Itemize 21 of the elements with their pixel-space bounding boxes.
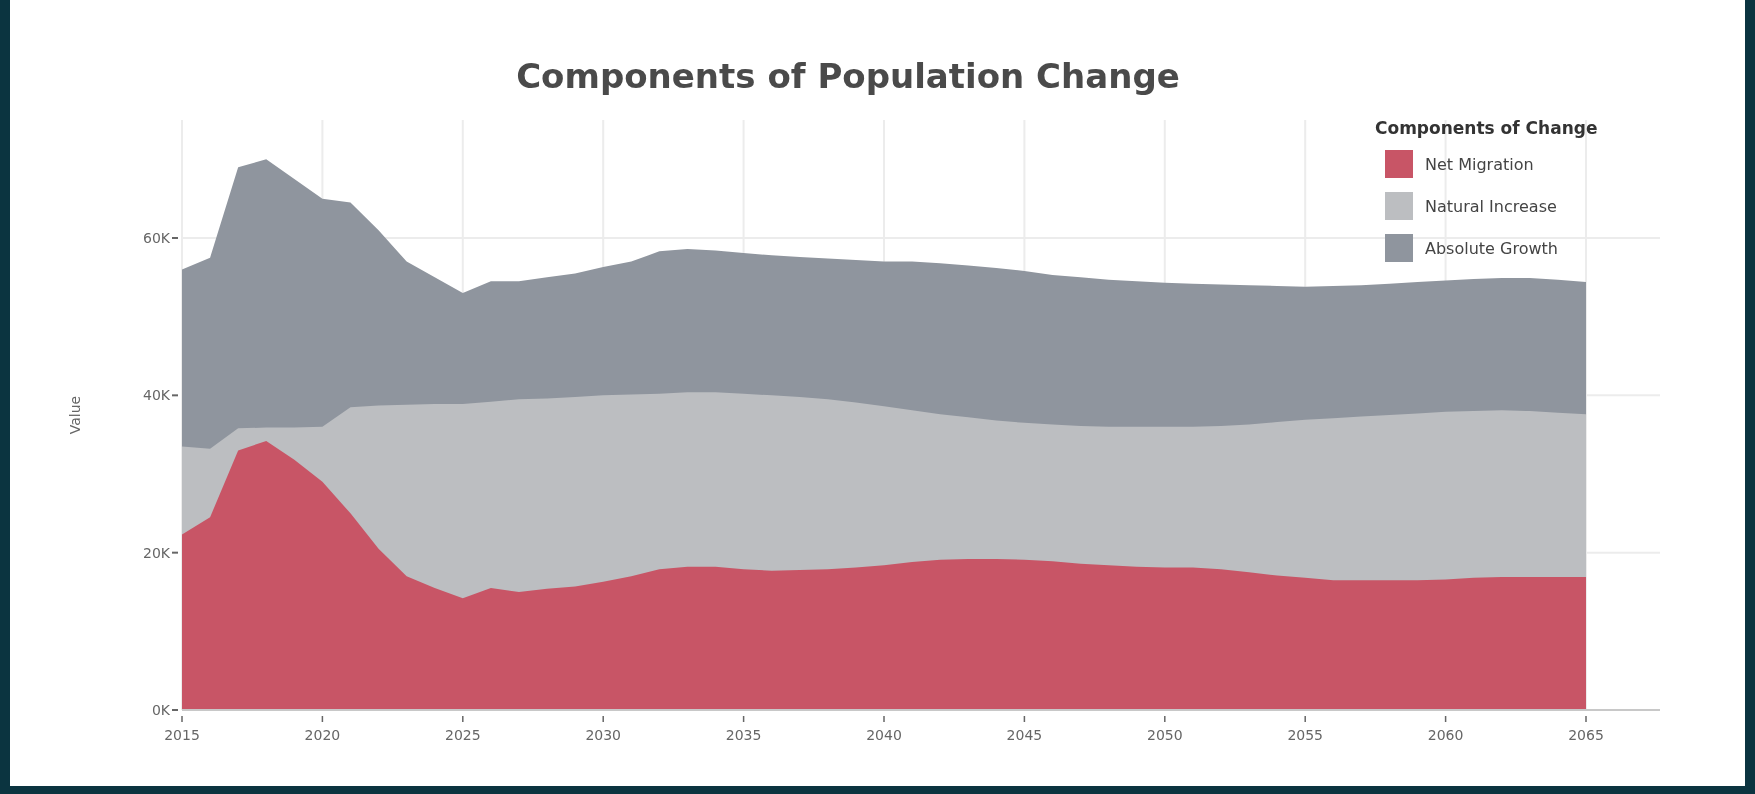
x-tick-label: 2065 (1568, 727, 1604, 743)
y-tick-label: 40K (143, 387, 171, 404)
x-tick-label: 2050 (1146, 727, 1183, 743)
x-tick-label: 2020 (304, 727, 341, 743)
x-tick-label: 2030 (585, 727, 622, 743)
x-tick-label: 2040 (866, 727, 902, 743)
legend-title: Components of Change (1375, 118, 1598, 138)
legend-label: Net Migration (1425, 154, 1534, 174)
x-tick-label: 2025 (444, 727, 481, 743)
x-tick-label: 2035 (725, 727, 762, 743)
legend-label: Natural Increase (1425, 196, 1557, 216)
x-tick-label: 2015 (164, 727, 200, 743)
y-tick-label: 0K (151, 701, 171, 718)
chart-title: Components of Population Change (516, 56, 1180, 96)
y-tick-label: 20K (143, 544, 171, 561)
y-axis-title: Value (67, 395, 83, 435)
x-tick-label: 2060 (1427, 727, 1464, 743)
y-tick-label: 60K (143, 229, 171, 246)
x-tick-label: 2055 (1287, 727, 1324, 743)
x-tick-label: 2045 (1006, 727, 1043, 743)
legend-label: Absolute Growth (1425, 238, 1558, 258)
